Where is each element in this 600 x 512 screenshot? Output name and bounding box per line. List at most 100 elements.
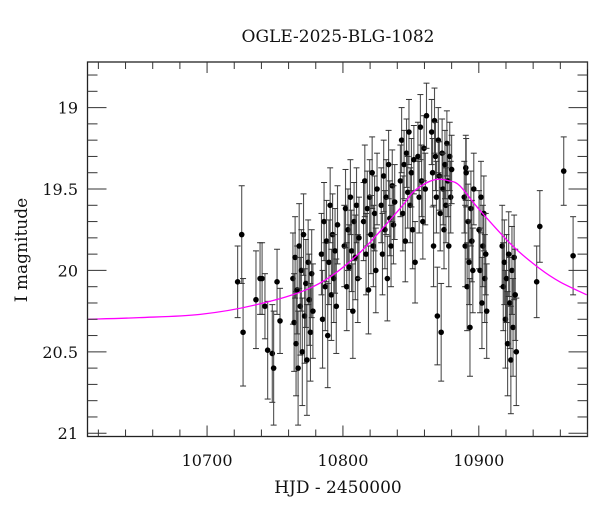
data-point	[422, 152, 429, 226]
point-marker	[346, 264, 352, 270]
point-marker	[327, 202, 333, 209]
point-marker	[504, 340, 511, 347]
point-marker	[404, 189, 411, 196]
point-marker	[470, 267, 476, 274]
point-marker	[364, 205, 371, 212]
data-point	[536, 190, 543, 263]
point-marker	[506, 300, 513, 306]
data-point	[437, 175, 444, 252]
point-marker	[319, 316, 326, 323]
x-axis-label: HJD - 2450000	[274, 478, 402, 498]
data-point	[295, 310, 302, 426]
data-point	[405, 98, 412, 166]
data-point	[264, 300, 271, 400]
data-point	[470, 152, 477, 226]
point-marker	[270, 365, 277, 371]
point-marker	[303, 280, 309, 287]
point-marker	[408, 169, 415, 176]
point-marker	[406, 129, 412, 135]
point-marker	[373, 267, 379, 274]
data-point	[363, 212, 370, 296]
data-point	[307, 282, 314, 382]
point-marker	[508, 357, 514, 363]
point-marker	[384, 275, 391, 282]
data-point	[412, 221, 419, 304]
point-marker	[274, 279, 280, 285]
x-tick-label: 10800	[317, 451, 368, 470]
point-marker	[432, 153, 439, 160]
data-point	[259, 242, 266, 315]
point-marker	[388, 243, 394, 249]
point-marker	[277, 318, 283, 324]
point-marker	[299, 349, 306, 355]
data-point	[334, 185, 341, 265]
point-marker	[307, 329, 314, 336]
y-tick-label: 19	[58, 99, 78, 118]
point-marker	[505, 251, 512, 257]
point-marker	[259, 275, 265, 282]
data-point	[277, 287, 284, 354]
data-point	[512, 248, 519, 341]
data-point	[466, 278, 473, 377]
data-point	[379, 212, 386, 296]
point-marker	[326, 259, 332, 266]
point-marker	[295, 365, 301, 371]
data-point	[469, 227, 476, 314]
model-curve	[88, 178, 587, 320]
point-marker	[334, 222, 341, 228]
point-marker	[342, 205, 349, 212]
point-marker	[292, 254, 298, 261]
data-point	[385, 129, 392, 200]
point-marker	[416, 194, 422, 200]
point-marker	[570, 252, 576, 259]
data-point	[365, 245, 372, 335]
point-marker	[469, 238, 475, 244]
point-marker	[397, 178, 404, 184]
data-point	[570, 216, 577, 296]
point-marker	[379, 251, 386, 257]
y-axis-label: I magnitude	[12, 198, 32, 302]
point-marker	[445, 243, 452, 249]
point-marker	[412, 259, 418, 266]
data-point	[309, 263, 316, 359]
point-marker	[380, 173, 387, 179]
data-point	[478, 256, 485, 350]
point-marker	[437, 210, 444, 217]
point-marker	[429, 169, 436, 176]
point-marker	[378, 202, 385, 209]
data-point	[333, 258, 340, 354]
point-marker	[360, 218, 367, 225]
data-point	[409, 190, 416, 270]
point-marker	[533, 279, 540, 285]
data-point	[433, 160, 440, 234]
point-marker	[433, 194, 440, 200]
data-point	[438, 282, 445, 382]
point-marker	[310, 308, 316, 314]
data-point	[374, 152, 381, 226]
data-point	[445, 204, 452, 288]
axes: 10700 10800 10900 19 19.5 20 20.5 21	[42, 61, 589, 470]
data-point	[274, 248, 281, 315]
data-point	[347, 159, 354, 236]
data-point	[300, 193, 307, 276]
data-point	[238, 185, 245, 284]
data-point	[296, 203, 303, 289]
point-marker	[365, 287, 372, 293]
data-point	[483, 263, 490, 359]
point-marker	[293, 340, 299, 347]
data-point	[252, 250, 259, 350]
data-point	[429, 138, 436, 208]
point-marker	[402, 238, 409, 244]
data-point	[408, 138, 415, 208]
point-marker	[501, 259, 508, 266]
point-marker	[503, 275, 510, 282]
point-marker	[348, 248, 355, 254]
point-marker	[513, 349, 520, 355]
data-point	[240, 278, 247, 387]
data-point	[428, 98, 435, 166]
data-point	[318, 212, 325, 296]
x-tick-label: 10900	[453, 451, 504, 470]
point-marker	[560, 168, 567, 174]
data-point	[423, 82, 430, 149]
plot-area	[88, 82, 587, 426]
